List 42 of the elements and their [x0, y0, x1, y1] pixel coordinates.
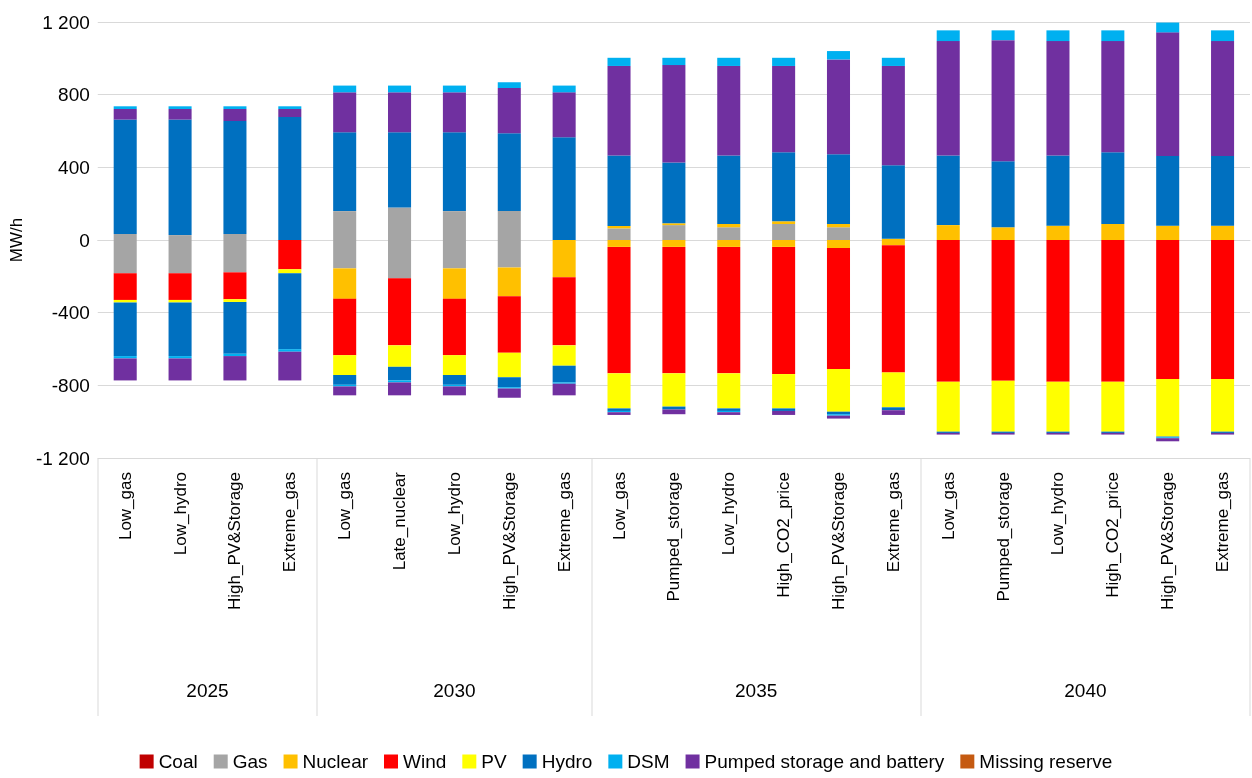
x-tick-label: Low_hydro [170, 472, 190, 556]
text: 2030 [433, 679, 476, 701]
legend-label: Nuclear [302, 751, 369, 772]
x-tick-label: Pumped_storage [664, 472, 684, 602]
y-tick-label: 1 200 [42, 11, 90, 33]
x-tick-label: High_PV&Storage [828, 472, 848, 610]
y-tick-label: 400 [58, 156, 90, 178]
text: 2040 [1064, 679, 1107, 701]
legend-label: DSM [627, 751, 670, 772]
x-tick-label: Low_hydro [444, 472, 464, 556]
x-tick-label: Extreme_gas [883, 472, 903, 573]
x-tick-label: Extreme_gas [554, 472, 574, 573]
x-tick-label: High_CO2_price [1103, 472, 1123, 598]
x-tick-label: Late_nuclear [390, 471, 410, 571]
legend-label: Wind [403, 751, 447, 772]
legend-label: Coal [158, 751, 198, 772]
y-tick-label: -400 [51, 302, 90, 324]
legend-label: Missing reserve [979, 751, 1113, 772]
y-tick-label: 800 [58, 84, 90, 106]
x-tick-label: High_PV&Storage [1158, 472, 1178, 610]
x-tick-label: Low_gas [335, 472, 355, 541]
x-tick-label: Pumped_storage [993, 472, 1013, 602]
text: 2035 [735, 679, 778, 701]
x-tick-label: Low_hydro [719, 472, 739, 556]
x-tick-label: Extreme_gas [280, 472, 300, 573]
x-tick-label: High_PV&Storage [225, 472, 245, 610]
x-tick-label: Extreme_gas [1213, 472, 1233, 573]
x-tick-label: High_CO2_price [774, 472, 794, 598]
y-tick-label: 0 [79, 229, 90, 251]
y-tick-label: -800 [51, 374, 90, 396]
x-tick-label: Low_hydro [1048, 472, 1068, 556]
x-tick-label: Low_gas [938, 472, 958, 541]
legend-label: Gas [232, 751, 268, 772]
y-axis-title: MW/h [7, 217, 26, 263]
x-tick-label: High_PV&Storage [499, 472, 519, 610]
legend-label: Pumped storage and battery [704, 751, 945, 772]
y-tick-label: -1 200 [35, 447, 90, 469]
x-tick-label: Low_gas [609, 472, 629, 541]
x-tick-label: Low_gas [115, 472, 135, 541]
text: 2025 [186, 679, 229, 701]
legend-label: PV [481, 751, 507, 772]
legend-label: Hydro [541, 751, 593, 772]
